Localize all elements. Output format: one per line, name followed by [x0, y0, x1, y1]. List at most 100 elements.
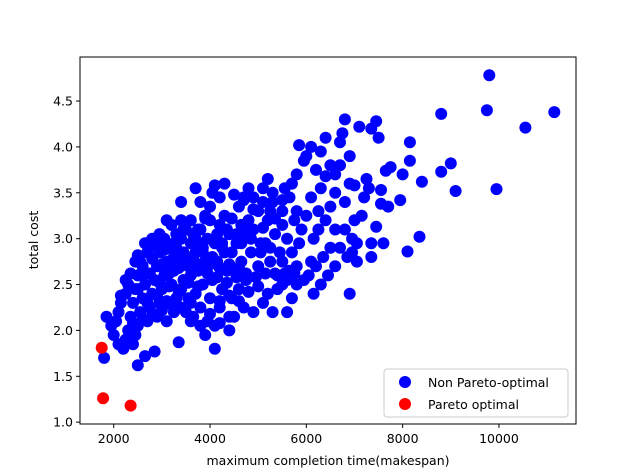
data-point: [175, 196, 188, 208]
data-point: [119, 274, 132, 286]
data-point: [257, 196, 269, 208]
data-point: [365, 237, 378, 250]
legend: Non Pareto-optimal Pareto optimal: [383, 368, 569, 418]
y-tick-label: 4.0: [53, 139, 73, 154]
data-point: [172, 336, 185, 349]
data-point: [266, 186, 279, 199]
data-point: [245, 246, 257, 259]
data-point: [218, 177, 231, 190]
data-point: [163, 280, 176, 293]
data-point: [269, 267, 281, 280]
data-point: [175, 258, 188, 271]
data-point: [240, 223, 253, 236]
x-tick-label: 2000: [98, 431, 130, 446]
x-tick-label: 8000: [387, 431, 419, 446]
y-tick-label: 4.5: [53, 94, 73, 109]
data-point: [232, 283, 245, 296]
data-point: [204, 292, 216, 305]
data-point: [208, 342, 221, 355]
data-point: [216, 241, 229, 254]
data-point: [204, 214, 216, 227]
data-point: [177, 246, 190, 259]
data-point: [155, 258, 168, 271]
data-point: [285, 292, 298, 305]
y-tick-label: 1.5: [53, 369, 73, 384]
data-point: [247, 306, 260, 319]
data-point: [204, 258, 216, 271]
data-point: [230, 271, 243, 284]
data-point: [223, 258, 236, 271]
y-tick-label: 3.5: [53, 185, 73, 200]
data-point: [155, 304, 168, 317]
data-point: [146, 252, 159, 265]
data-point: [264, 255, 277, 268]
data-point: [310, 163, 322, 176]
data-point: [175, 301, 188, 314]
legend-marker-pareto: [399, 398, 411, 410]
data-point: [211, 228, 224, 241]
data-point: [264, 205, 277, 218]
data-point: [208, 179, 221, 192]
data-point: [403, 136, 416, 149]
data-point: [184, 214, 197, 227]
y-tick-label: 2.0: [53, 323, 73, 338]
data-point: [324, 200, 337, 213]
data-point: [228, 188, 241, 201]
data-point: [194, 196, 207, 208]
series-non-pareto: [98, 69, 561, 372]
data-point: [266, 196, 279, 208]
data-point: [276, 194, 289, 207]
data-point: [139, 237, 151, 250]
data-point: [281, 306, 294, 319]
data-point: [273, 246, 286, 259]
data-point: [98, 351, 111, 364]
data-point: [172, 285, 185, 298]
data-point: [105, 319, 118, 332]
y-tick-label: 1.0: [53, 415, 73, 430]
data-point: [148, 345, 161, 358]
data-point: [329, 168, 342, 181]
data-point: [444, 157, 457, 170]
data-point: [329, 186, 342, 199]
data-point: [324, 241, 337, 254]
data-point: [360, 173, 373, 185]
series-pareto: [95, 341, 137, 412]
data-point: [293, 139, 306, 152]
data-point: [413, 230, 426, 243]
data-point: [261, 287, 274, 300]
data-point: [329, 223, 342, 236]
data-point: [107, 329, 120, 341]
data-point: [401, 245, 414, 258]
data-point: [290, 278, 303, 291]
data-point: [242, 182, 255, 195]
data-point: [95, 341, 108, 354]
data-point: [204, 200, 216, 213]
legend-frame: [383, 368, 569, 418]
data-point: [548, 106, 561, 119]
data-point: [490, 183, 503, 196]
data-point: [305, 191, 318, 204]
data-point: [307, 232, 320, 245]
data-point: [141, 296, 154, 309]
data-point: [112, 338, 125, 351]
data-point: [334, 136, 346, 149]
data-point: [276, 255, 289, 268]
data-point: [353, 120, 366, 133]
data-point: [370, 220, 383, 233]
data-point: [343, 150, 356, 163]
data-point: [348, 179, 361, 192]
y-tick-label: 3.0: [53, 231, 73, 246]
data-point: [235, 237, 248, 250]
data-point: [165, 218, 178, 231]
plot-frame: [79, 56, 577, 425]
legend-marker-non-pareto: [399, 376, 411, 388]
data-point: [338, 113, 351, 126]
data-point: [264, 241, 277, 254]
data-point: [290, 205, 303, 218]
data-point: [97, 392, 110, 405]
data-point: [127, 296, 139, 309]
y-axis-label: total cost: [26, 211, 41, 270]
x-axis-label: maximum completion time(makespan): [206, 453, 449, 468]
data-point: [319, 214, 332, 227]
